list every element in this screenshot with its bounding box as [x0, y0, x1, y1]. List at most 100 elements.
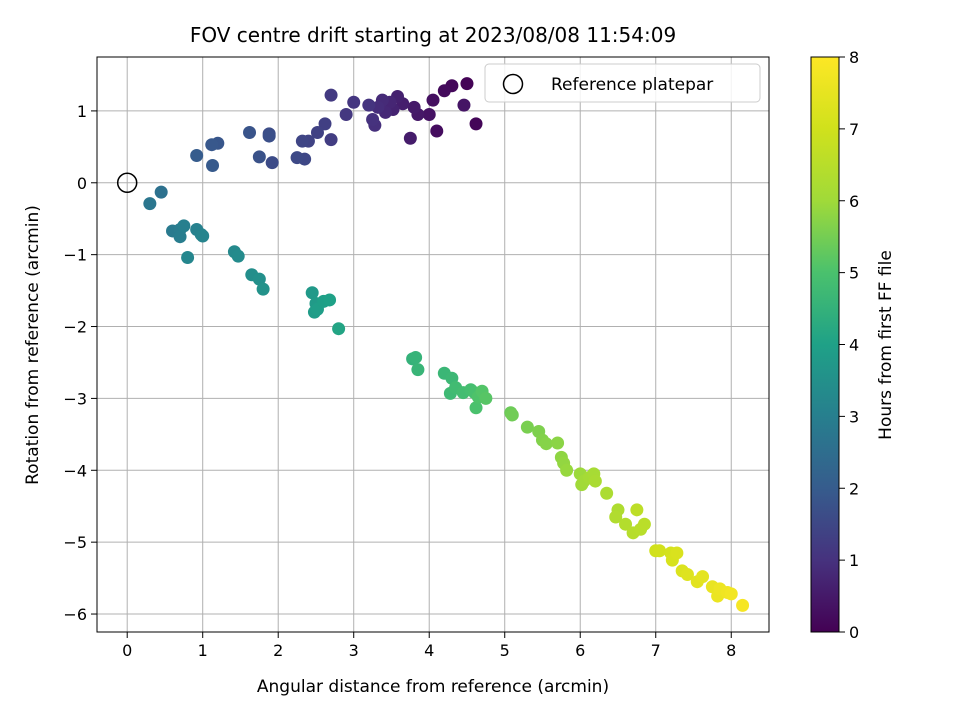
data-point — [600, 486, 614, 500]
y-axis-label: Rotation from reference (arcmin) — [23, 205, 43, 485]
data-point — [324, 133, 338, 147]
data-point — [262, 129, 276, 143]
data-point — [324, 88, 338, 102]
colorbar-label: Hours from first FF file — [876, 250, 896, 440]
x-tick-label: 2 — [273, 641, 283, 660]
y-tick-label: 1 — [77, 102, 87, 121]
data-point — [196, 229, 210, 243]
data-point — [205, 138, 219, 152]
x-tick-label: 3 — [349, 641, 359, 660]
data-point — [231, 249, 245, 263]
data-point — [407, 100, 421, 114]
colorbar — [810, 56, 840, 633]
y-tick-label: 0 — [77, 174, 87, 193]
data-point — [479, 391, 493, 405]
data-point — [505, 408, 519, 422]
data-point — [295, 134, 309, 148]
y-tick-label: −3 — [63, 389, 87, 408]
data-point — [290, 151, 304, 165]
data-point — [680, 568, 694, 581]
data-point — [143, 197, 157, 211]
data-point — [305, 286, 319, 300]
data-point — [190, 148, 204, 162]
data-point — [469, 117, 483, 131]
data-point — [403, 131, 417, 145]
data-point — [670, 546, 684, 560]
x-tick-label: 5 — [500, 641, 510, 660]
legend-box — [484, 63, 761, 103]
data-point — [724, 587, 738, 601]
y-tick-label: −6 — [63, 605, 87, 624]
colorbar-tick-label: 1 — [849, 551, 859, 570]
y-tick-label: −4 — [63, 461, 87, 480]
data-point — [637, 517, 651, 531]
x-tick-label: 0 — [122, 641, 132, 660]
data-point — [457, 98, 471, 112]
legend-entry-reference: Reference platepar — [551, 75, 713, 95]
y-tick-label: −5 — [63, 533, 87, 552]
data-point — [609, 510, 623, 524]
data-point — [426, 93, 440, 107]
y-tick-label: −2 — [63, 318, 87, 337]
data-point — [366, 113, 380, 127]
data-point — [551, 436, 565, 450]
data-point — [252, 150, 266, 164]
data-point — [696, 570, 710, 584]
data-point — [430, 124, 444, 138]
legend: Reference platepar — [484, 63, 761, 103]
colorbar-tick-label: 0 — [849, 623, 859, 642]
data-point — [332, 322, 346, 336]
data-point — [619, 517, 633, 531]
data-point — [460, 77, 474, 91]
colorbar-tick-label: 3 — [849, 407, 859, 426]
x-tick-label: 1 — [198, 641, 208, 660]
data-point — [265, 156, 279, 170]
data-point — [469, 401, 483, 415]
data-point — [252, 272, 266, 286]
legend-reference-icon — [502, 73, 524, 95]
reference-point-marker — [116, 172, 138, 194]
data-point — [173, 230, 187, 244]
data-point — [409, 350, 423, 364]
data-point — [339, 108, 353, 121]
data-point — [347, 95, 361, 109]
x-axis-ticks: 0 1 2 3 4 5 6 7 8 — [122, 632, 736, 660]
data-point — [243, 125, 257, 139]
y-axis-ticks: −6 −5 −4 −3 −2 −1 0 1 — [63, 102, 97, 624]
data-point — [154, 185, 168, 199]
chart-title: FOV centre drift starting at 2023/08/08 … — [190, 23, 676, 47]
data-point — [630, 503, 644, 517]
x-axis-label: Angular distance from reference (arcmin) — [257, 677, 609, 697]
x-tick-label: 7 — [651, 641, 661, 660]
data-point — [256, 282, 270, 296]
x-tick-label: 4 — [424, 641, 434, 660]
x-tick-label: 6 — [575, 641, 585, 660]
y-tick-label: −1 — [63, 246, 87, 265]
data-point — [362, 98, 376, 112]
data-point — [411, 363, 425, 377]
data-point — [539, 437, 553, 451]
data-point — [560, 463, 574, 477]
data-point — [422, 108, 436, 121]
colorbar-tick-label: 7 — [849, 120, 859, 139]
colorbar-tick-label: 4 — [849, 336, 859, 355]
scatter-points — [143, 77, 750, 612]
data-point — [520, 420, 534, 434]
data-point — [177, 219, 191, 233]
colorbar-ticks: 0 1 2 3 4 5 6 7 8 — [839, 48, 859, 642]
grid-lines — [97, 57, 769, 632]
colorbar-tick-label: 2 — [849, 479, 859, 498]
plot-frame — [96, 56, 770, 633]
data-point — [181, 251, 195, 265]
data-point — [437, 84, 451, 98]
data-point — [310, 125, 324, 139]
data-point — [736, 598, 750, 612]
x-tick-label: 8 — [726, 641, 736, 660]
colorbar-tick-label: 5 — [849, 264, 859, 283]
data-point — [318, 117, 332, 131]
data-point — [323, 293, 337, 307]
colorbar-tick-label: 8 — [849, 48, 859, 67]
data-point — [206, 159, 220, 173]
data-point — [588, 474, 602, 488]
